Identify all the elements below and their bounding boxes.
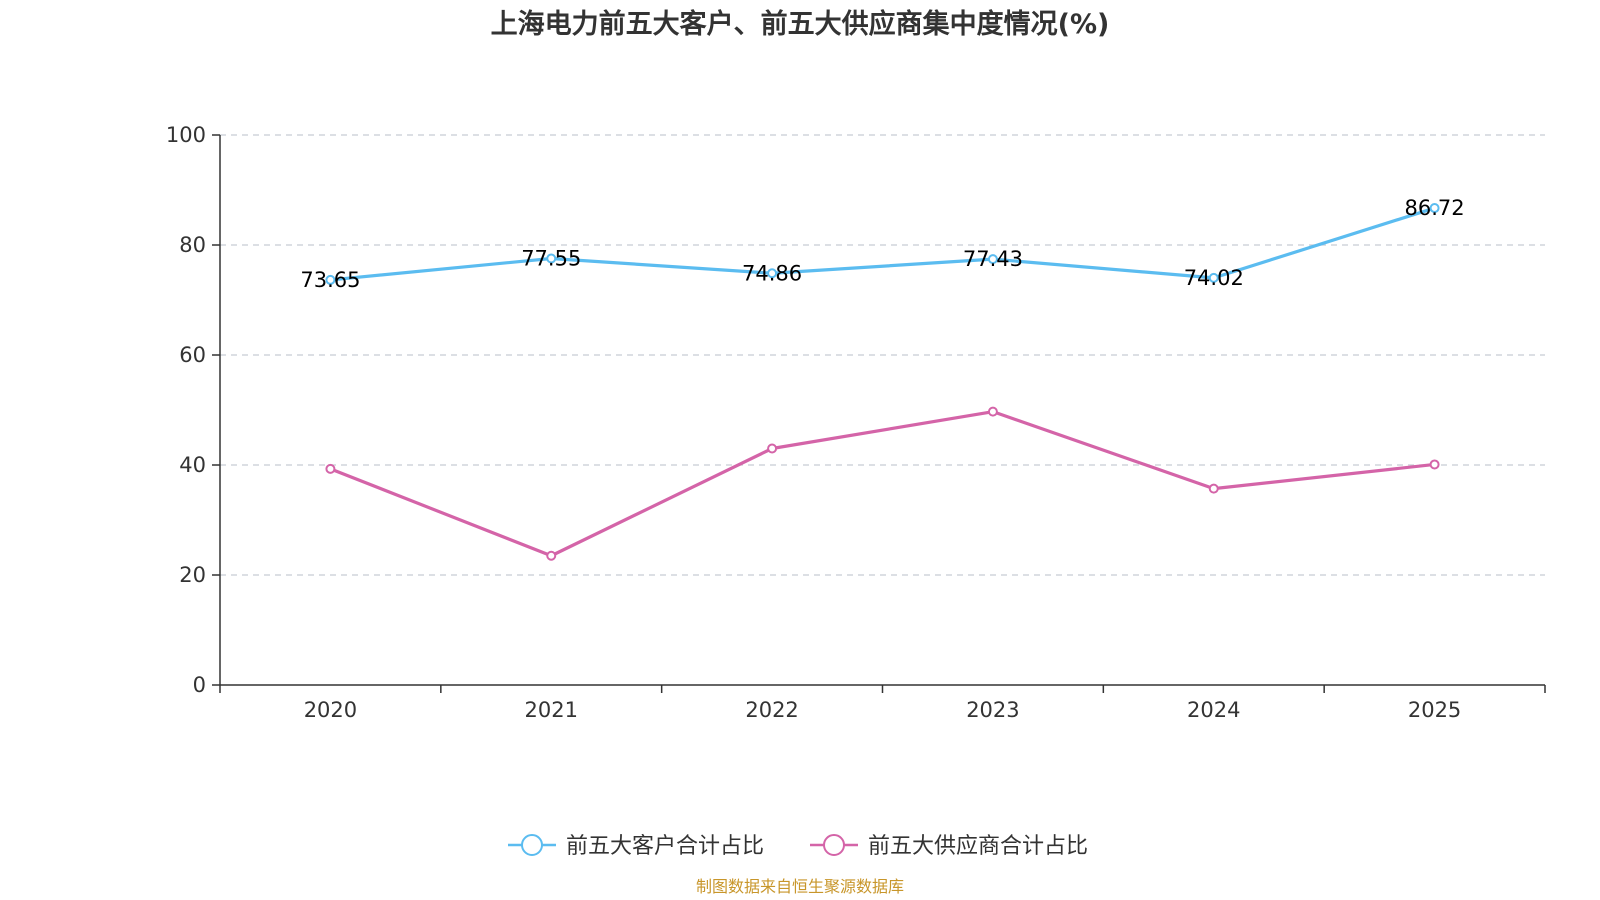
- y-tick-label: 20: [179, 563, 206, 587]
- data-label: 77.43: [963, 247, 1023, 271]
- x-tick-label: 2021: [525, 698, 578, 722]
- y-tick-label: 100: [166, 123, 206, 147]
- data-label: 74.86: [742, 261, 802, 285]
- data-point[interactable]: [1429, 203, 1440, 214]
- data-point[interactable]: [1429, 459, 1440, 470]
- data-label: 77.55: [521, 246, 581, 270]
- data-label: 74.02: [1184, 266, 1244, 290]
- data-point[interactable]: [767, 443, 778, 454]
- data-point[interactable]: [987, 254, 998, 265]
- legend-item-2[interactable]: 前五大供应商合计占比: [810, 834, 1088, 859]
- y-tick-label: 80: [179, 233, 206, 257]
- data-point[interactable]: [546, 550, 557, 561]
- data-point[interactable]: [1208, 483, 1219, 494]
- data-label: 86.72: [1405, 196, 1465, 220]
- axes: [219, 135, 1545, 686]
- chart-title: 上海电力前五大客户、前五大供应商集中度情况(%): [491, 8, 1110, 40]
- legend[interactable]: 前五大客户合计占比 前五大供应商合计占比: [508, 834, 1088, 859]
- data-point[interactable]: [325, 463, 336, 474]
- y-tick-label: 0: [193, 673, 206, 697]
- y-axis-ticks: 0 20 40 60 80 100: [166, 123, 220, 697]
- legend-item-1[interactable]: 前五大客户合计占比: [508, 834, 764, 859]
- series-group: [325, 203, 1440, 561]
- x-tick-label: 2024: [1187, 698, 1240, 722]
- y-tick-label: 60: [179, 343, 206, 367]
- legend-label: 前五大客户合计占比: [566, 834, 764, 859]
- x-axis-ticks: 2020 2021 2022 2023 2024 2025: [219, 685, 1546, 722]
- x-tick-label: 2025: [1408, 698, 1461, 722]
- data-point[interactable]: [325, 274, 336, 285]
- data-point[interactable]: [1208, 272, 1219, 283]
- x-tick-label: 2022: [745, 698, 798, 722]
- legend-marker-icon: [521, 834, 543, 856]
- legend-label: 前五大供应商合计占比: [868, 834, 1088, 859]
- legend-marker-icon: [823, 834, 845, 856]
- x-tick-label: 2023: [966, 698, 1019, 722]
- y-tick-label: 40: [179, 453, 206, 477]
- data-point[interactable]: [546, 253, 557, 264]
- source-note: 制图数据来自恒生聚源数据库: [696, 877, 904, 896]
- data-label: 73.65: [300, 268, 360, 292]
- x-tick-label: 2020: [304, 698, 357, 722]
- series-line-2: [329, 410, 1435, 558]
- data-labels: 73.65 77.55 74.86 77.43 74.02 86.72: [300, 196, 1464, 292]
- grid-lines: [220, 134, 1545, 576]
- data-point[interactable]: [767, 268, 778, 279]
- data-point[interactable]: [987, 406, 998, 417]
- series-line-1: [330, 206, 1436, 282]
